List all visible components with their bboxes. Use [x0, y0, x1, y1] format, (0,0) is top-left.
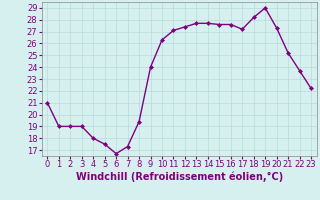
X-axis label: Windchill (Refroidissement éolien,°C): Windchill (Refroidissement éolien,°C): [76, 172, 283, 182]
